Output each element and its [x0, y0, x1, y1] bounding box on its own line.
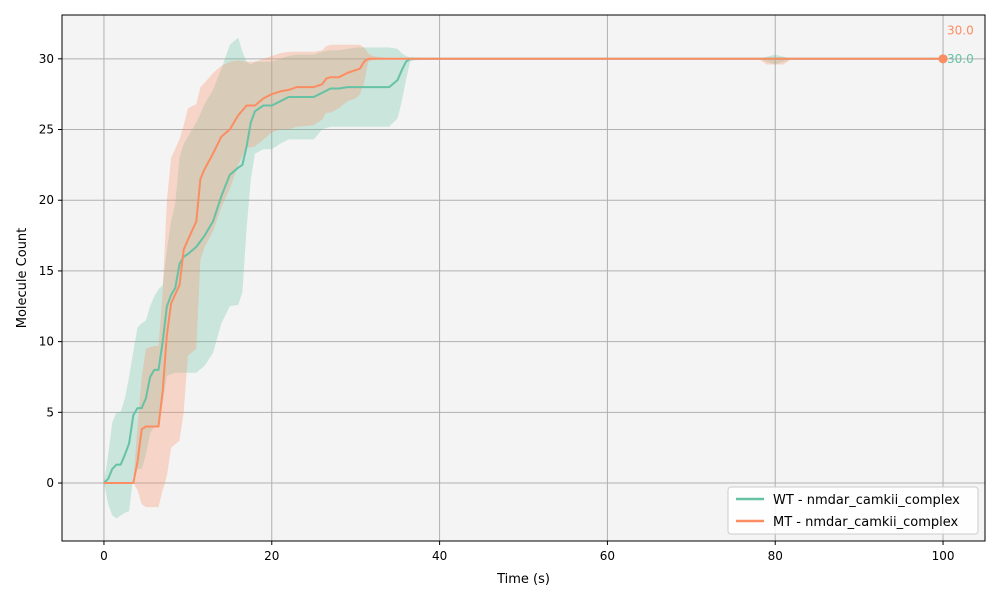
value-annotation: 30.0: [947, 52, 974, 66]
y-tick-label: 10: [39, 335, 54, 349]
y-axis-label: Molecule Count: [15, 228, 30, 329]
annotations: 30.0 30.0: [947, 24, 974, 66]
line-series-1: [104, 57, 943, 484]
x-tick-label: 20: [264, 549, 279, 563]
value-annotation: 30.0: [947, 24, 974, 38]
x-tick-label: 40: [432, 549, 447, 563]
x-tick-label: 0: [100, 549, 108, 563]
y-tick-label: 30: [39, 52, 54, 66]
end-markers: [938, 54, 948, 64]
legend-label-mt: MT - nmdar_camkii_complex: [773, 515, 959, 530]
legend-box: [727, 486, 979, 535]
legend: WT - nmdar_camkii_complex MT - nmdar_cam…: [727, 486, 979, 535]
y-tick-label: 15: [39, 264, 54, 278]
legend-label-wt: WT - nmdar_camkii_complex: [773, 493, 960, 508]
axis-ticks: 0 20 40 60 80 100 0 5 10 15 20 25 30: [39, 52, 955, 563]
x-axis-label: Time (s): [496, 572, 550, 587]
x-tick-label: 60: [600, 549, 615, 563]
y-tick-label: 20: [39, 193, 54, 207]
plot-area: [62, 15, 985, 541]
x-tick-label: 80: [768, 549, 783, 563]
end-point-series-1: [938, 54, 948, 64]
series-lines: [103, 57, 943, 484]
y-tick-label: 0: [46, 476, 54, 490]
grid: [62, 15, 985, 541]
y-tick-label: 25: [39, 123, 54, 137]
y-tick-label: 5: [46, 405, 54, 419]
plot-frame: [61, 14, 986, 542]
x-tick-label: 100: [932, 549, 955, 563]
